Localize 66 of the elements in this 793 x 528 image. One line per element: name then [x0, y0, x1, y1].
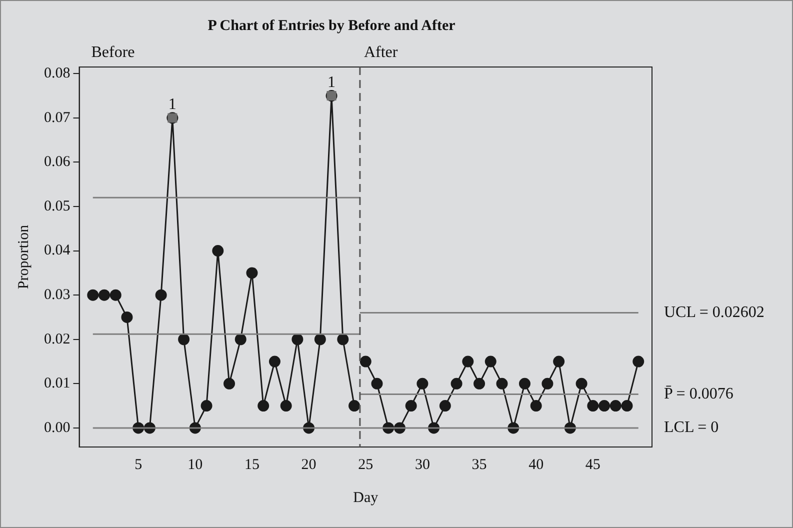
point	[155, 289, 167, 301]
y-tick-label: 0.02	[44, 331, 70, 348]
point	[474, 378, 486, 390]
y-tick-label: 0.01	[44, 376, 70, 392]
point	[337, 334, 349, 346]
point	[98, 289, 110, 301]
point	[450, 378, 462, 390]
point	[280, 400, 292, 412]
point	[212, 245, 224, 257]
y-tick-label: 0.08	[44, 66, 70, 82]
point	[200, 400, 212, 412]
point	[632, 356, 644, 368]
x-tick-label: 5	[134, 456, 142, 473]
text: Before	[91, 44, 135, 62]
y-tick-label: 0.03	[44, 287, 70, 304]
x-tick-label: 40	[528, 456, 544, 473]
point	[405, 400, 417, 412]
x-tick-label: 15	[244, 456, 260, 473]
x-tick-label: 45	[585, 456, 600, 473]
point	[292, 334, 304, 346]
point	[587, 400, 599, 412]
point	[530, 400, 542, 412]
point	[576, 378, 588, 390]
point	[416, 378, 428, 390]
annotation: 1	[328, 74, 336, 91]
point	[224, 378, 236, 390]
y-axis-title: Proportion	[16, 224, 32, 290]
y-tick-label: 0.07	[44, 110, 71, 126]
x-tick-label: 10	[188, 456, 203, 473]
point	[621, 400, 633, 412]
point	[439, 400, 451, 412]
series-label: UCL = 0.02602	[664, 304, 764, 321]
point	[553, 356, 565, 368]
point	[348, 400, 360, 412]
point	[178, 334, 190, 346]
point	[542, 378, 554, 390]
annotation: 1	[168, 96, 176, 114]
point	[484, 356, 496, 368]
point	[518, 378, 530, 390]
point	[462, 356, 474, 368]
point	[234, 334, 246, 346]
x-tick-label: 35	[472, 456, 487, 473]
point	[246, 267, 258, 279]
y-tick-label: 0.04	[44, 242, 71, 259]
point	[87, 289, 99, 301]
point	[360, 356, 372, 368]
point	[314, 334, 326, 346]
x-tick-label: 30	[414, 456, 430, 473]
x-axis-title: Day	[353, 490, 379, 506]
y-tick-label: 0.05	[44, 198, 70, 214]
y-tick-label: 0.00	[44, 420, 70, 436]
series-label: P̄ = 0.0076	[664, 386, 734, 402]
x-tick-label: 20	[301, 456, 316, 473]
point	[610, 400, 622, 412]
y-tick-label: 0.06	[44, 154, 71, 170]
point	[121, 311, 133, 323]
series-label: LCL = 0	[664, 419, 719, 436]
point	[110, 289, 122, 301]
x-tick-label: 25	[358, 456, 374, 473]
chart-title: P Chart of Entries by Before and After	[208, 18, 456, 34]
point	[258, 400, 270, 412]
point	[268, 356, 280, 368]
point	[598, 400, 610, 412]
point	[371, 378, 383, 390]
ref-line-label: After	[364, 44, 398, 62]
point	[496, 378, 508, 390]
